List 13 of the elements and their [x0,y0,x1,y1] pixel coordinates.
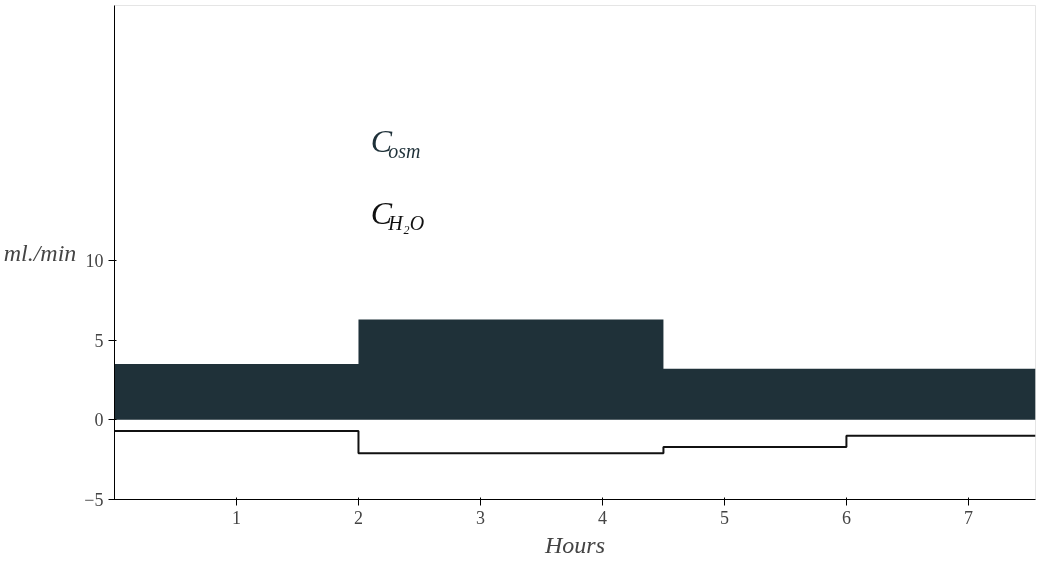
y-axis-title: ml./min [3,239,77,266]
x-tick-label: 3 [475,507,485,528]
x-tick-label: 1 [231,507,241,528]
x-tick-label: 7 [963,507,973,528]
x-tick-label: 5 [719,507,729,528]
y-tick-label: 10 [85,250,104,271]
y-tick-label: 5 [94,330,104,351]
x-tick-label: 4 [597,507,607,528]
x-tick-label: 6 [841,507,851,528]
y-tick-label: −5 [84,490,104,510]
y-tick-label: 0 [94,410,104,431]
x-tick-label: 2 [353,507,363,528]
x-axis-title: Hours [543,531,606,558]
